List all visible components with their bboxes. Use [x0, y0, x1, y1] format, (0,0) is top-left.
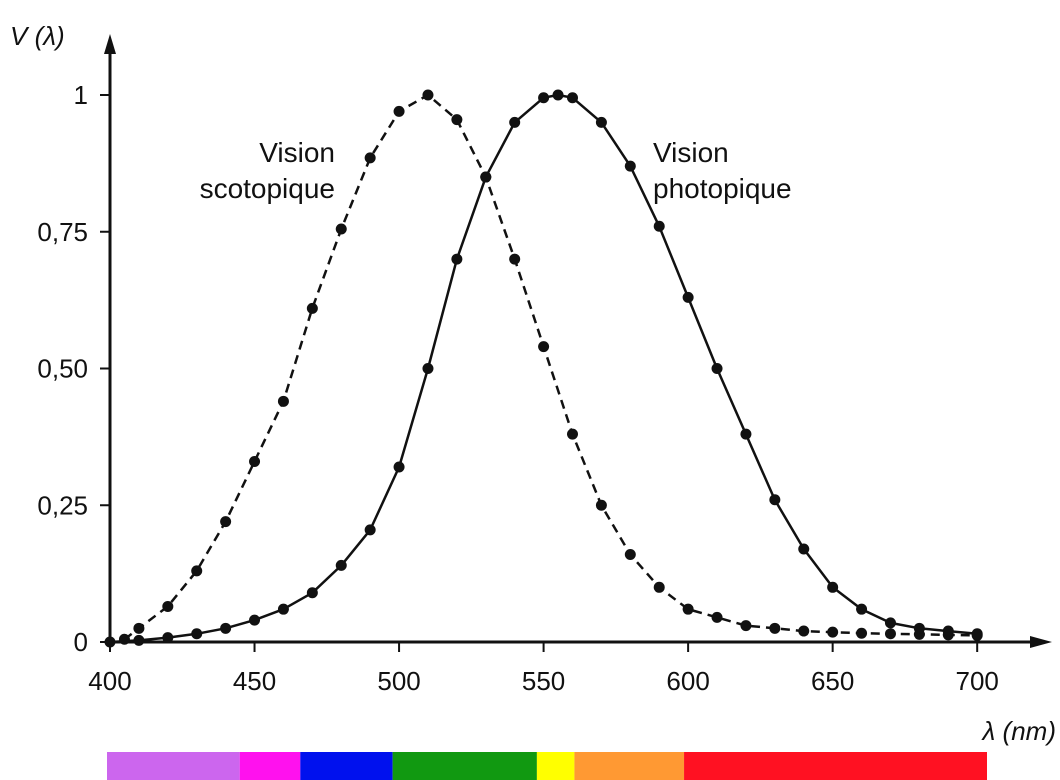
- data-point: [653, 220, 665, 232]
- data-point: [364, 152, 376, 164]
- data-point: [509, 253, 521, 265]
- data-point: [509, 116, 521, 128]
- data-point: [277, 395, 289, 407]
- data-point: [538, 341, 550, 353]
- data-point: [653, 581, 665, 593]
- x-axis-label: λ (nm): [981, 716, 1056, 746]
- data-point: [538, 92, 550, 104]
- data-point: [451, 114, 463, 126]
- x-axis-arrow: [1030, 636, 1052, 648]
- data-point: [884, 617, 896, 629]
- data-point: [306, 587, 318, 599]
- data-point: [567, 92, 578, 104]
- data-point: [942, 625, 954, 637]
- data-point: [740, 620, 752, 632]
- data-point: [104, 636, 116, 648]
- data-point: [884, 628, 896, 640]
- data-point: [133, 622, 145, 634]
- data-point: [711, 611, 723, 623]
- data-point: [552, 89, 564, 101]
- data-point: [856, 603, 868, 615]
- annotation-label: scotopique: [200, 173, 335, 204]
- x-tick-label: 400: [88, 666, 131, 696]
- y-axis-label: V (λ): [10, 21, 65, 51]
- spectrum-band-segment: [684, 752, 987, 780]
- data-point: [827, 581, 839, 593]
- data-point: [798, 625, 810, 637]
- data-point: [335, 559, 347, 571]
- data-point: [624, 548, 636, 560]
- spectrum-band-segment: [107, 752, 240, 780]
- data-point: [711, 363, 723, 374]
- y-tick-label: 0: [74, 627, 88, 657]
- data-point: [595, 116, 607, 128]
- axes: V (λ) λ (nm): [10, 21, 1056, 746]
- data-point: [769, 622, 781, 634]
- data-point: [118, 633, 130, 645]
- data-point: [191, 565, 203, 577]
- x-tick-label: 650: [811, 666, 854, 696]
- data-point: [856, 627, 868, 639]
- data-point: [393, 461, 405, 473]
- data-point: [191, 628, 203, 640]
- data-point: [393, 105, 405, 117]
- axis-ticks: 400 450 500 550 600 650 700 0 0,25 0,50 0,75 1: [37, 80, 998, 696]
- data-point: [624, 160, 636, 172]
- spectrum-band-segment: [536, 752, 575, 780]
- spectrum-band-segment: [392, 752, 537, 780]
- data-point: [422, 363, 434, 374]
- spectrum-band-segment: [574, 752, 685, 780]
- x-tick-label: 600: [666, 666, 709, 696]
- data-point: [249, 614, 261, 626]
- data-point: [162, 600, 174, 612]
- data-point: [480, 171, 492, 183]
- data-point: [277, 603, 289, 615]
- x-tick-label: 500: [377, 666, 420, 696]
- spectrum-band-segment: [239, 752, 301, 780]
- data-point: [249, 455, 261, 467]
- data-point: [364, 524, 376, 536]
- y-tick-label: 0,75: [37, 217, 88, 247]
- annotation-label: Vision: [653, 137, 729, 168]
- data-point: [451, 253, 463, 265]
- data-point: [220, 516, 232, 528]
- data-point: [769, 494, 781, 506]
- spectrum-band-segment: [300, 752, 393, 780]
- y-axis-arrow: [104, 34, 116, 54]
- data-point: [971, 628, 983, 640]
- y-tick-label: 0,50: [37, 354, 88, 384]
- data-point: [682, 291, 694, 303]
- data-point: [133, 634, 145, 646]
- data-point: [682, 603, 694, 615]
- annotations: Vision scotopique Vision photopique: [200, 137, 792, 204]
- y-tick-label: 1: [74, 80, 88, 110]
- data-point: [220, 622, 232, 634]
- data-points: [104, 89, 983, 648]
- x-tick-label: 550: [522, 666, 565, 696]
- data-point: [422, 89, 434, 101]
- data-point: [827, 626, 839, 638]
- data-point: [595, 499, 607, 511]
- data-point: [306, 302, 318, 314]
- spectrum-color-band: [107, 752, 987, 780]
- data-point: [567, 428, 578, 440]
- x-tick-label: 450: [233, 666, 276, 696]
- data-point: [335, 223, 347, 235]
- data-point: [913, 622, 925, 634]
- annotation-label: photopique: [653, 173, 792, 204]
- data-point: [798, 543, 810, 555]
- x-tick-label: 700: [955, 666, 998, 696]
- data-point: [162, 632, 174, 644]
- y-tick-label: 0,25: [37, 490, 88, 520]
- data-point: [740, 428, 752, 440]
- annotation-label: Vision: [259, 137, 335, 168]
